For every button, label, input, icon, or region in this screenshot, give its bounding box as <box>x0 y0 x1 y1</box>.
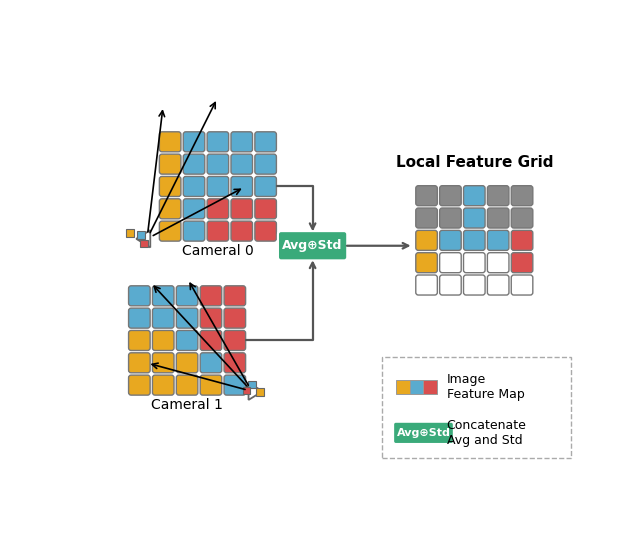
Polygon shape <box>248 383 262 400</box>
FancyBboxPatch shape <box>129 330 150 350</box>
FancyBboxPatch shape <box>224 308 246 328</box>
FancyBboxPatch shape <box>224 353 246 373</box>
Text: Local Feature Grid: Local Feature Grid <box>396 156 553 170</box>
FancyBboxPatch shape <box>278 231 348 260</box>
FancyBboxPatch shape <box>231 154 253 174</box>
FancyBboxPatch shape <box>255 177 276 197</box>
FancyBboxPatch shape <box>488 231 509 251</box>
FancyBboxPatch shape <box>463 208 485 228</box>
FancyBboxPatch shape <box>255 154 276 174</box>
FancyBboxPatch shape <box>176 353 198 373</box>
FancyBboxPatch shape <box>200 375 221 395</box>
FancyBboxPatch shape <box>382 357 570 457</box>
FancyBboxPatch shape <box>159 199 181 219</box>
FancyBboxPatch shape <box>183 154 205 174</box>
FancyBboxPatch shape <box>200 353 221 373</box>
FancyBboxPatch shape <box>463 231 485 251</box>
FancyBboxPatch shape <box>255 221 276 241</box>
FancyBboxPatch shape <box>224 286 246 306</box>
FancyBboxPatch shape <box>231 199 253 219</box>
FancyBboxPatch shape <box>152 375 174 395</box>
FancyBboxPatch shape <box>511 186 533 206</box>
Text: Avg⊕Std: Avg⊕Std <box>282 239 343 252</box>
FancyBboxPatch shape <box>207 154 228 174</box>
FancyBboxPatch shape <box>416 275 437 295</box>
Polygon shape <box>136 230 150 247</box>
FancyBboxPatch shape <box>129 375 150 395</box>
FancyBboxPatch shape <box>440 253 461 273</box>
FancyBboxPatch shape <box>159 221 181 241</box>
FancyBboxPatch shape <box>416 231 437 251</box>
FancyBboxPatch shape <box>200 330 221 350</box>
FancyBboxPatch shape <box>224 375 246 395</box>
FancyBboxPatch shape <box>255 199 276 219</box>
FancyBboxPatch shape <box>159 132 181 152</box>
FancyBboxPatch shape <box>488 208 509 228</box>
FancyBboxPatch shape <box>488 253 509 273</box>
FancyBboxPatch shape <box>140 240 148 247</box>
FancyBboxPatch shape <box>248 381 255 388</box>
FancyBboxPatch shape <box>152 286 174 306</box>
Bar <box>396 380 410 394</box>
FancyBboxPatch shape <box>257 388 264 396</box>
FancyBboxPatch shape <box>129 353 150 373</box>
FancyBboxPatch shape <box>200 308 221 328</box>
FancyBboxPatch shape <box>183 132 205 152</box>
FancyBboxPatch shape <box>488 275 509 295</box>
Text: Cameral 0: Cameral 0 <box>182 244 254 258</box>
FancyBboxPatch shape <box>129 286 150 306</box>
FancyBboxPatch shape <box>511 231 533 251</box>
FancyBboxPatch shape <box>440 208 461 228</box>
FancyBboxPatch shape <box>176 308 198 328</box>
FancyBboxPatch shape <box>416 186 437 206</box>
FancyBboxPatch shape <box>159 154 181 174</box>
FancyBboxPatch shape <box>231 177 253 197</box>
FancyBboxPatch shape <box>176 375 198 395</box>
FancyBboxPatch shape <box>207 177 228 197</box>
FancyBboxPatch shape <box>176 330 198 350</box>
FancyBboxPatch shape <box>207 199 228 219</box>
FancyBboxPatch shape <box>200 286 221 306</box>
FancyBboxPatch shape <box>129 308 150 328</box>
FancyBboxPatch shape <box>440 186 461 206</box>
FancyBboxPatch shape <box>394 422 454 444</box>
FancyBboxPatch shape <box>416 253 437 273</box>
FancyBboxPatch shape <box>511 253 533 273</box>
FancyBboxPatch shape <box>176 286 198 306</box>
FancyBboxPatch shape <box>511 275 533 295</box>
FancyBboxPatch shape <box>183 199 205 219</box>
Bar <box>424 380 437 394</box>
FancyBboxPatch shape <box>440 231 461 251</box>
FancyBboxPatch shape <box>231 132 253 152</box>
FancyBboxPatch shape <box>152 330 174 350</box>
FancyBboxPatch shape <box>231 221 253 241</box>
Text: Image
Feature Map: Image Feature Map <box>447 373 524 401</box>
FancyBboxPatch shape <box>183 221 205 241</box>
FancyBboxPatch shape <box>255 132 276 152</box>
FancyBboxPatch shape <box>207 132 228 152</box>
FancyBboxPatch shape <box>463 253 485 273</box>
FancyBboxPatch shape <box>511 208 533 228</box>
FancyBboxPatch shape <box>207 221 228 241</box>
FancyBboxPatch shape <box>137 231 145 239</box>
FancyBboxPatch shape <box>463 186 485 206</box>
FancyBboxPatch shape <box>463 275 485 295</box>
FancyBboxPatch shape <box>488 186 509 206</box>
FancyBboxPatch shape <box>152 308 174 328</box>
Text: Cameral 1: Cameral 1 <box>151 398 223 412</box>
FancyBboxPatch shape <box>126 229 134 237</box>
FancyBboxPatch shape <box>159 177 181 197</box>
Bar <box>410 380 424 394</box>
FancyBboxPatch shape <box>440 275 461 295</box>
FancyBboxPatch shape <box>224 330 246 350</box>
Text: Avg⊕Std: Avg⊕Std <box>397 428 451 438</box>
FancyBboxPatch shape <box>416 208 437 228</box>
FancyBboxPatch shape <box>152 353 174 373</box>
Text: Concatenate
Avg and Std: Concatenate Avg and Std <box>447 419 527 447</box>
FancyBboxPatch shape <box>243 387 250 394</box>
FancyBboxPatch shape <box>183 177 205 197</box>
